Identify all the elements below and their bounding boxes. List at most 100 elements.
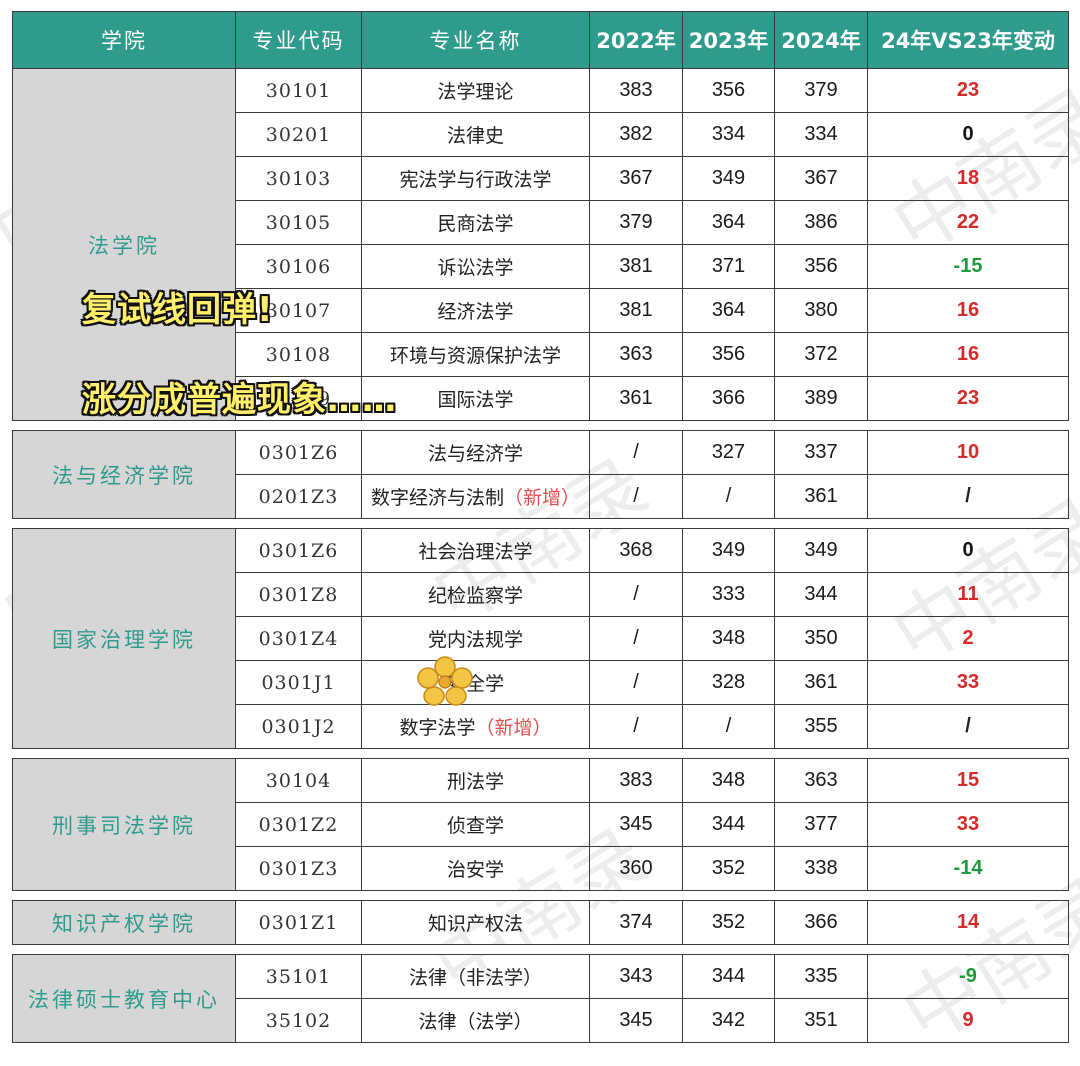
score-2024-cell: 335 — [774, 954, 868, 999]
score-change-cell: 15 — [867, 758, 1069, 803]
major-name-text: 法学理论 — [437, 81, 514, 103]
score-change-cell: -14 — [867, 846, 1069, 891]
score-2024-cell: 349 — [774, 528, 868, 573]
score-2023-cell: / — [682, 704, 775, 749]
score-2024-cell: 377 — [774, 802, 868, 847]
score-change-cell: 11 — [867, 572, 1069, 617]
table-row: 30103 宪法学与行政法学 367 349 367 18 — [13, 156, 1069, 201]
major-name-text: 纪检监察学 — [427, 585, 523, 607]
score-2024-cell: 379 — [774, 68, 868, 113]
score-change-cell: -15 — [867, 244, 1069, 289]
major-name-cell: 宪法学与行政法学 — [361, 156, 590, 201]
major-code-cell: 0301Z4 — [235, 616, 362, 661]
table-header-row: 学院 专业代码 专业名称 2022年 2023年 2024年 24年VS23年变… — [12, 11, 1069, 69]
score-2024-cell: 372 — [774, 332, 868, 377]
score-2022-cell: / — [589, 572, 683, 617]
score-2024-cell: 367 — [774, 156, 868, 201]
table-row: 0301Z4 党内法规学 /348 350 2 — [13, 616, 1069, 661]
major-name-text: 法与经济学 — [427, 443, 523, 465]
score-2023-cell: 344 — [682, 954, 775, 999]
score-change-cell: 14 — [867, 900, 1069, 945]
table-body: 法学院 30101 法学理论 383 356 379 23 30201 法律史 382 334 334… — [12, 68, 1069, 1043]
group-separator — [12, 890, 1069, 901]
college-cell: 法律硕士教育中心 — [12, 954, 236, 1043]
score-2024-cell: 355 — [774, 704, 868, 749]
major-name-text: 法律（法学） — [418, 1011, 533, 1033]
table-row: 0301Z8 纪检监察学 /333 344 11 — [13, 572, 1069, 617]
major-code-cell: 0301Z6 — [235, 528, 362, 573]
score-2022-cell: 382 — [589, 112, 683, 157]
major-code-cell: 30201 — [235, 112, 362, 157]
score-change-cell: 0 — [867, 112, 1069, 157]
table-row: 法与经济学院 0301Z6 法与经济学/327 337 10 — [12, 430, 1069, 519]
score-2022-cell: / — [589, 616, 683, 661]
separator-cell — [12, 944, 1069, 955]
major-name-text: 知识产权法 — [427, 913, 523, 935]
score-2024-cell: 361 — [774, 660, 868, 705]
college-cell: 刑事司法学院 — [12, 758, 236, 891]
score-2024-cell: 363 — [774, 758, 868, 803]
major-name-cell: 民商法学 — [361, 200, 590, 245]
major-name-cell: 法律（非法学） — [361, 954, 590, 999]
header-change: 24年VS23年变动 — [867, 11, 1069, 69]
score-2024-cell: 351 — [774, 998, 868, 1043]
score-change-cell: / — [867, 704, 1069, 749]
table-row: 知识产权学院 0301Z1 知识产权法 374 352 366 14 — [12, 900, 1069, 945]
major-code-cell: 0301Z3 — [235, 846, 362, 891]
score-2023-cell: 334 — [682, 112, 775, 157]
major-name-cell: 纪检监察学 — [361, 572, 590, 617]
score-table: 学院 专业代码 专业名称 2022年 2023年 2024年 24年VS23年变… — [12, 11, 1069, 1043]
major-name-cell: 国际法学 — [361, 376, 590, 421]
table-row: 30107 经济法学 381 364 380 16 — [13, 288, 1069, 333]
separator-cell — [12, 748, 1069, 759]
score-2022-cell: 343 — [589, 954, 683, 999]
college-cell: 法与经济学院 — [12, 430, 236, 519]
score-2023-cell: 327 — [682, 430, 775, 475]
score-change-cell: / — [867, 474, 1069, 519]
overlay-subline: 涨分成普遍现象…… — [82, 380, 397, 420]
score-change-cell: 22 — [867, 200, 1069, 245]
major-name-text: 党内法规学 — [427, 629, 523, 651]
flower-sticker-icon — [417, 656, 473, 706]
major-name-text: 民商法学 — [437, 213, 514, 235]
major-name-cell: 知识产权法 — [361, 900, 590, 945]
score-change-cell: 33 — [867, 660, 1069, 705]
major-name-text: 经济法学 — [437, 301, 514, 323]
major-name-cell: 法律（法学） — [361, 998, 590, 1043]
score-2023-cell: 349 — [682, 528, 775, 573]
table-row: 法律硕士教育中心 35101 法律（非法学） 343 344 335 -9 — [12, 954, 1069, 1043]
major-code-cell: 0201Z3 — [235, 474, 362, 519]
group-separator — [12, 944, 1069, 955]
major-name-cell: 党内法规学 — [361, 616, 590, 661]
college-cell: 知识产权学院 — [12, 900, 236, 945]
major-name-cell: 数字经济与法制（新增） — [361, 474, 590, 519]
header-2022: 2022年 — [589, 11, 683, 69]
major-code-cell: 0301Z1 — [235, 900, 362, 945]
score-2023-cell: 352 — [682, 846, 775, 891]
major-name-cell: 法律史 — [361, 112, 590, 157]
score-2022-cell: 368 — [589, 528, 683, 573]
major-code-cell: 30104 — [235, 758, 362, 803]
score-2022-cell: 367 — [589, 156, 683, 201]
separator-cell — [12, 518, 1069, 529]
new-major-tag: （新增） — [504, 487, 581, 509]
overlay-headline: 复试线回弹! — [82, 290, 274, 330]
major-code-cell: 0301Z2 — [235, 802, 362, 847]
score-change-cell: 16 — [867, 332, 1069, 377]
major-name-cell: 治安学 — [361, 846, 590, 891]
score-2024-cell: 366 — [774, 900, 868, 945]
table-row: 0301Z3 治安学 360 352 338 -14 — [13, 846, 1069, 891]
score-2023-cell: 352 — [682, 900, 775, 945]
major-name-text: 国际法学 — [437, 389, 514, 411]
major-code-cell: 0301J2 — [235, 704, 362, 749]
major-name-text: 侦查学 — [446, 815, 504, 837]
score-change-cell: 10 — [867, 430, 1069, 475]
score-2022-cell: 361 — [589, 376, 683, 421]
score-2022-cell: / — [589, 704, 683, 749]
major-name-cell: 法与经济学 — [361, 430, 590, 475]
score-2023-cell: / — [682, 474, 775, 519]
major-name-cell: 环境与资源保护法学 — [361, 332, 590, 377]
score-2024-cell: 380 — [774, 288, 868, 333]
major-code-cell: 0301Z8 — [235, 572, 362, 617]
score-2022-cell: 360 — [589, 846, 683, 891]
